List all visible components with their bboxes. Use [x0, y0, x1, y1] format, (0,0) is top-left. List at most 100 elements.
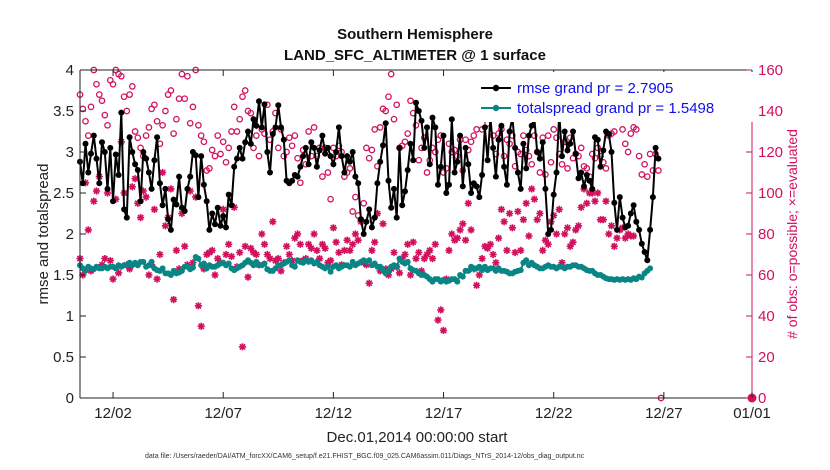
- obs-evaluated-point: [332, 238, 340, 246]
- rmse-point: [589, 185, 596, 192]
- obs-evaluated-marker: [514, 207, 522, 216]
- rmse-point: [572, 150, 579, 157]
- obs-evaluated-marker: [453, 234, 461, 242]
- rmse-point: [170, 196, 177, 203]
- rmse-point: [112, 151, 119, 158]
- obs-evaluated-point: [84, 226, 92, 234]
- rmse-point: [346, 158, 353, 165]
- rmse-point: [465, 161, 472, 168]
- obs-evaluated-point: [530, 195, 539, 203]
- rmse-point: [608, 149, 615, 155]
- obs-evaluated-point: [327, 257, 335, 265]
- obs-evaluated-point: [495, 234, 503, 242]
- obs-evaluated-point: [384, 271, 393, 279]
- obs-evaluated-marker: [533, 216, 541, 224]
- obs-evaluated-marker: [379, 220, 387, 228]
- obs-possible-point: [167, 87, 175, 94]
- rmse-point: [457, 132, 464, 139]
- rmse-point: [143, 155, 150, 162]
- rmse-point: [192, 152, 199, 159]
- obs-evaluated-marker: [500, 218, 508, 226]
- obs-evaluated-marker: [354, 236, 362, 244]
- obs-possible-point: [255, 152, 263, 160]
- totalspread-point: [459, 273, 466, 280]
- rmse-point: [145, 169, 152, 176]
- obs-possible-point: [250, 144, 257, 152]
- rmse-point: [399, 202, 406, 209]
- rmse-point: [512, 144, 519, 151]
- obs-possible-point: [173, 115, 180, 123]
- obs-possible-point: [525, 152, 533, 160]
- obs-evaluated-point: [428, 255, 437, 263]
- obs-evaluated-point: [131, 175, 139, 183]
- obs-possible-point: [153, 117, 161, 125]
- obs-evaluated-marker: [142, 193, 150, 201]
- obs-evaluated-point: [605, 230, 613, 238]
- obs-evaluated-point: [354, 236, 362, 244]
- rmse-point: [289, 177, 296, 184]
- rmse-point: [630, 202, 637, 209]
- obs-evaluated-point: [533, 216, 541, 224]
- obs-possible-point: [296, 179, 304, 187]
- x-tick-label: 12/02: [94, 405, 132, 422]
- obs-evaluated-marker: [225, 240, 233, 248]
- obs-evaluated-point: [189, 259, 197, 267]
- rmse-point: [404, 167, 411, 173]
- rmse-point: [435, 181, 441, 188]
- obs-evaluated-point: [525, 232, 533, 240]
- rmse-point: [391, 185, 397, 192]
- rmse-point: [570, 128, 576, 135]
- rmse-point: [181, 208, 188, 214]
- obs-evaluated-marker: [431, 240, 439, 248]
- rmse-point: [253, 122, 260, 129]
- rmse-point: [308, 139, 315, 146]
- obs-possible-point: [404, 130, 412, 137]
- rmse-point: [344, 153, 351, 160]
- obs-possible-point: [219, 138, 227, 146]
- rmse-point: [173, 201, 180, 208]
- obs-evaluated-marker: [409, 238, 417, 246]
- obs-evaluated-point: [544, 240, 552, 248]
- y-tick-label: 1.5: [53, 267, 74, 284]
- obs-evaluated-point: [126, 265, 134, 273]
- obs-evaluated-point: [343, 236, 351, 244]
- y-tick-label: 1: [66, 308, 74, 325]
- y-tick-label: 4: [66, 62, 74, 79]
- obs-evaluated-point: [274, 255, 282, 263]
- rmse-point: [316, 147, 323, 154]
- obs-evaluated-marker: [406, 271, 415, 279]
- rmse-point: [134, 167, 141, 173]
- obs-evaluated-point: [313, 246, 321, 254]
- rmse-point: [101, 149, 108, 155]
- obs-evaluated-marker: [448, 230, 456, 238]
- obs-possible-point: [95, 91, 103, 98]
- obs-evaluated-marker: [266, 255, 274, 263]
- rmse-point: [385, 177, 392, 184]
- obs-evaluated-point: [296, 240, 304, 248]
- obs-evaluated-marker: [252, 250, 260, 259]
- obs-evaluated-marker: [428, 255, 437, 263]
- obs-evaluated-point: [335, 248, 343, 257]
- obs-evaluated-point: [178, 209, 186, 218]
- obs-possible-point: [547, 158, 555, 166]
- obs-evaluated-point: [434, 316, 442, 324]
- rmse-point: [652, 144, 659, 151]
- rmse-point: [501, 163, 508, 170]
- y-tick-label: 2.5: [53, 185, 74, 202]
- rmse-point: [583, 172, 590, 178]
- obs-possible-point: [137, 144, 144, 152]
- obs-evaluated-point: [412, 255, 420, 263]
- obs-evaluated-point: [349, 240, 357, 248]
- rmse-point: [636, 226, 643, 233]
- obs-possible-point: [610, 128, 618, 135]
- obs-possible-point: [98, 97, 106, 105]
- rmse-point: [104, 185, 111, 192]
- chart-subtitle: LAND_SFC_ALTIMETER @ 1 surface: [284, 47, 546, 64]
- obs-evaluated-point: [550, 211, 558, 220]
- x-tick-label: 01/01: [733, 405, 771, 422]
- obs-possible-point: [123, 107, 131, 115]
- obs-evaluated-point: [139, 187, 147, 195]
- totalspread-point: [523, 257, 530, 264]
- obs-evaluated-marker: [332, 238, 340, 246]
- legend-box: [475, 72, 755, 122]
